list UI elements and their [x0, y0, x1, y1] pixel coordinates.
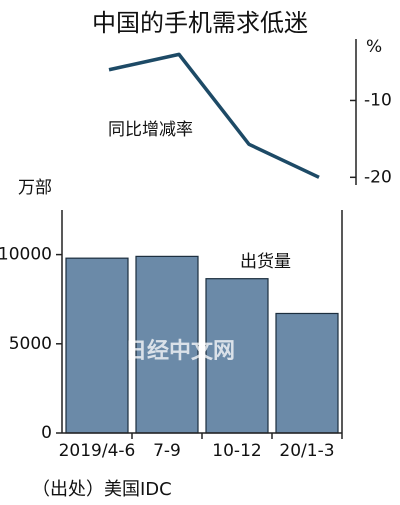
y-tick-label: -20 — [364, 167, 392, 187]
y-tick-label: 0 — [41, 423, 52, 443]
source: （出处）美国IDC — [32, 479, 172, 500]
x-tick-label: 2019/4-6 — [59, 441, 136, 461]
unit-label: 万部 — [18, 178, 52, 198]
series-label: 出货量 — [240, 252, 291, 272]
y-tick-label: 10000 — [0, 245, 52, 265]
bar — [65, 257, 129, 434]
y-tick-label: -10 — [364, 90, 392, 110]
bar — [205, 278, 269, 434]
y-tick-label: 5000 — [9, 334, 52, 354]
unit-label: % — [366, 37, 382, 57]
series-label: 同比增减率 — [108, 120, 193, 140]
chart-title: 中国的手机需求低迷 — [92, 9, 308, 37]
x-tick-label: 10-12 — [212, 441, 261, 461]
x-tick-label: 20/1-3 — [279, 441, 334, 461]
x-tick-label: 7-9 — [153, 441, 181, 461]
watermark: 日经中文网 — [125, 338, 235, 364]
bar — [275, 312, 339, 434]
line — [108, 52, 320, 179]
